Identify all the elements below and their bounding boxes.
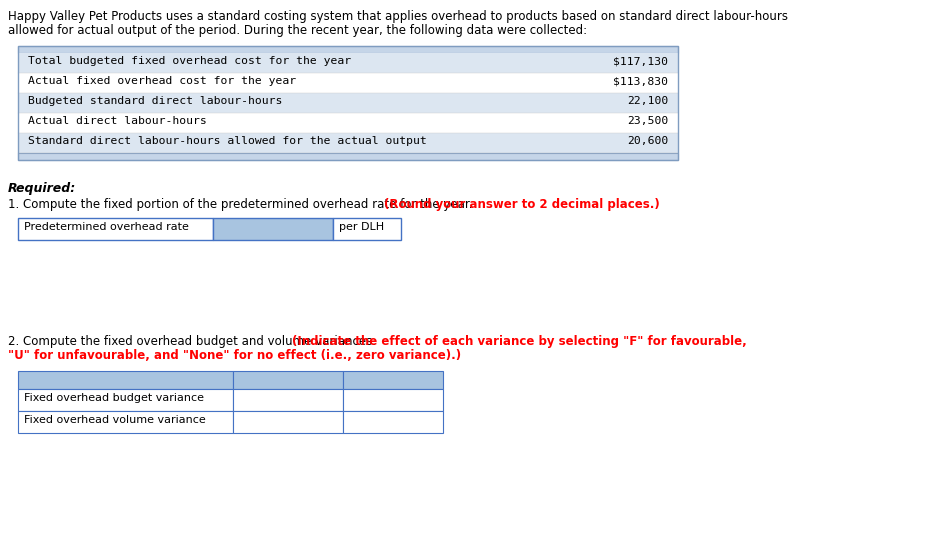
Text: Standard direct labour-hours allowed for the actual output: Standard direct labour-hours allowed for… [28,136,426,146]
Bar [18,389,233,411]
Text: 22,100: 22,100 [626,96,668,106]
Text: $117,130: $117,130 [613,56,668,66]
Bar [18,113,678,133]
Bar [18,73,678,93]
Text: 2. Compute the fixed overhead budget and volume variances.: 2. Compute the fixed overhead budget and… [8,335,380,348]
Bar [18,218,213,240]
Text: Actual direct labour-hours: Actual direct labour-hours [28,116,207,126]
Bar [333,218,401,240]
Text: Predetermined overhead rate: Predetermined overhead rate [24,222,188,232]
Bar [18,133,678,153]
Text: 23,500: 23,500 [626,116,668,126]
Bar [18,93,678,113]
Text: Actual fixed overhead cost for the year: Actual fixed overhead cost for the year [28,76,296,86]
Bar [343,371,443,389]
Text: (Round your answer to 2 decimal places.): (Round your answer to 2 decimal places.) [384,198,660,211]
Text: Fixed overhead volume variance: Fixed overhead volume variance [24,415,206,425]
Bar [18,371,233,389]
Text: Fixed overhead budget variance: Fixed overhead budget variance [24,393,204,403]
Bar [18,53,678,73]
Bar [343,389,443,411]
Bar [233,411,343,433]
Bar [233,389,343,411]
Text: 1. Compute the fixed portion of the predetermined overhead rate for the year.: 1. Compute the fixed portion of the pred… [8,198,476,211]
Text: $113,830: $113,830 [613,76,668,86]
Bar [213,218,333,240]
Bar [233,371,343,389]
Text: "U" for unfavourable, and "None" for no effect (i.e., zero variance).): "U" for unfavourable, and "None" for no … [8,349,461,362]
Text: Budgeted standard direct labour-hours: Budgeted standard direct labour-hours [28,96,283,106]
Text: Total budgeted fixed overhead cost for the year: Total budgeted fixed overhead cost for t… [28,56,351,66]
Text: (Indicate the effect of each variance by selecting "F" for favourable,: (Indicate the effect of each variance by… [292,335,747,348]
Text: per DLH: per DLH [339,222,384,232]
Text: 20,600: 20,600 [626,136,668,146]
Text: Required:: Required: [8,182,76,195]
Bar [18,411,233,433]
Text: allowed for actual output of the period. During the recent year, the following d: allowed for actual output of the period.… [8,24,587,37]
Bar [18,46,678,160]
Bar [18,153,678,160]
Bar [18,46,678,53]
Bar [343,411,443,433]
Text: Happy Valley Pet Products uses a standard costing system that applies overhead t: Happy Valley Pet Products uses a standar… [8,10,788,23]
